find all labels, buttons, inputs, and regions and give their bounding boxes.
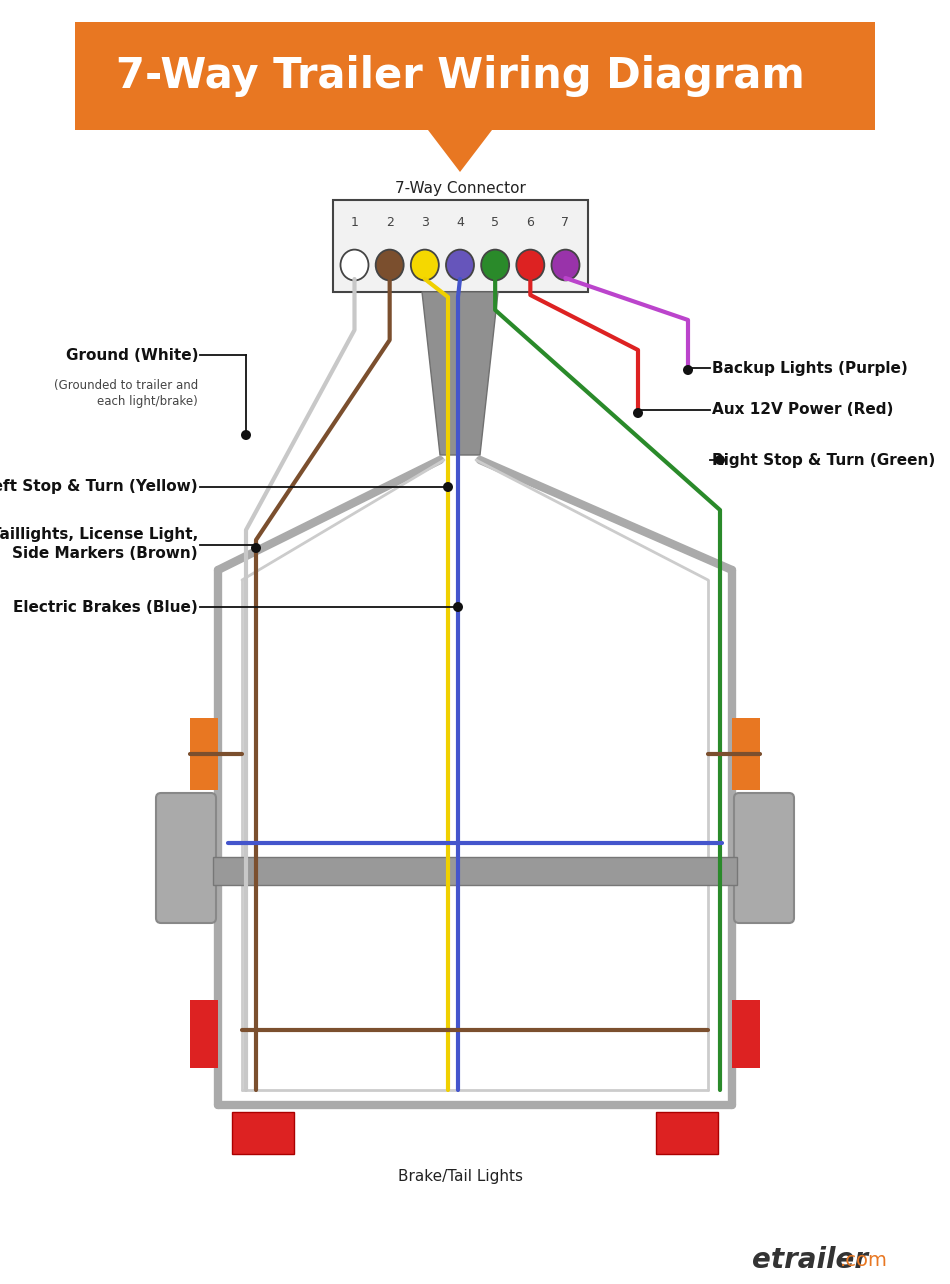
Bar [656, 1112, 718, 1154]
Text: Ground (White): Ground (White) [66, 348, 198, 362]
Bar [232, 1112, 294, 1154]
Polygon shape [422, 291, 498, 455]
Polygon shape [428, 130, 492, 172]
Text: 1: 1 [351, 216, 358, 229]
Ellipse shape [340, 249, 369, 280]
Ellipse shape [446, 249, 474, 280]
Text: Side Marker: Side Marker [197, 1003, 207, 1064]
Ellipse shape [552, 249, 580, 280]
Text: etrailer: etrailer [752, 1245, 868, 1274]
Ellipse shape [517, 249, 544, 280]
Text: Aux 12V Power (Red): Aux 12V Power (Red) [712, 402, 893, 417]
Text: 2: 2 [386, 216, 393, 229]
Circle shape [443, 482, 453, 492]
Ellipse shape [375, 249, 404, 280]
Circle shape [241, 430, 251, 440]
Text: 6: 6 [526, 216, 534, 229]
Text: Side Marker: Side Marker [743, 723, 753, 785]
Ellipse shape [481, 249, 509, 280]
Circle shape [453, 602, 463, 612]
Text: 3: 3 [421, 216, 428, 229]
Text: Backup Lights (Purple): Backup Lights (Purple) [712, 361, 908, 375]
Circle shape [251, 543, 261, 553]
Text: 4: 4 [456, 216, 464, 229]
Bar [190, 1000, 218, 1068]
Text: 5: 5 [491, 216, 499, 229]
Text: Left Stop & Turn (Yellow): Left Stop & Turn (Yellow) [0, 479, 198, 494]
Ellipse shape [410, 249, 439, 280]
Bar [190, 718, 218, 790]
Circle shape [683, 365, 693, 375]
Text: Electric Brakes (Blue): Electric Brakes (Blue) [13, 600, 198, 615]
Text: Right Stop & Turn (Green): Right Stop & Turn (Green) [712, 452, 935, 467]
Text: Side Marker: Side Marker [743, 1003, 753, 1064]
Text: Brake/Tail Lights: Brake/Tail Lights [397, 1168, 522, 1184]
Circle shape [715, 455, 725, 465]
Text: .com: .com [840, 1251, 888, 1270]
Bar [732, 1000, 760, 1068]
Text: Side Marker: Side Marker [197, 723, 207, 785]
Bar [732, 718, 760, 790]
Text: Taillights, License Light,
Side Markers (Brown): Taillights, License Light, Side Markers … [0, 526, 198, 561]
Bar [332, 200, 587, 291]
Text: 7-Way Connector: 7-Way Connector [394, 181, 525, 195]
Circle shape [633, 408, 643, 419]
FancyBboxPatch shape [734, 794, 794, 923]
FancyBboxPatch shape [156, 794, 216, 923]
Bar [213, 856, 737, 885]
Text: 7-Way Trailer Wiring Diagram: 7-Way Trailer Wiring Diagram [116, 55, 805, 98]
Text: 7: 7 [561, 216, 569, 229]
Bar [75, 22, 875, 130]
Text: (Grounded to trailer and
each light/brake): (Grounded to trailer and each light/brak… [54, 379, 198, 408]
